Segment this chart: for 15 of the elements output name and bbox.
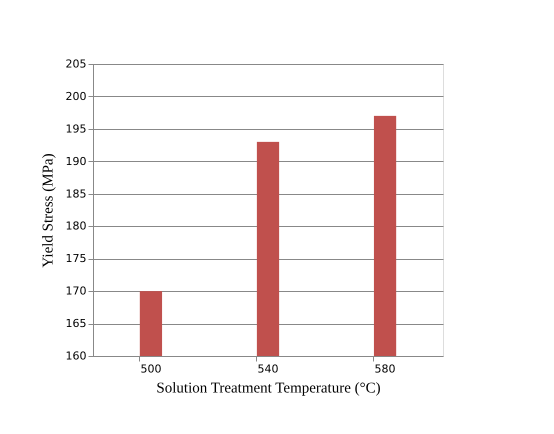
y-tick-label: 175 [66, 252, 86, 266]
x-tick-label: 500 [140, 362, 162, 376]
y-axis-title: Yield Stress (MPa) [40, 153, 57, 268]
y-tick-label: 205 [66, 58, 86, 70]
y-tick-label: 190 [66, 154, 86, 168]
y-tick-label: 165 [66, 317, 86, 330]
y-tick-label: 195 [66, 122, 86, 136]
x-axis-title: Solution Treatment Temperature (°C) [156, 380, 381, 396]
y-tick-label: 200 [66, 90, 86, 103]
x-tick-label: 580 [374, 362, 396, 376]
y-tick-label: 180 [66, 220, 86, 233]
y-tick-label: 160 [66, 350, 86, 362]
x-tick-label: 540 [258, 362, 278, 376]
y-tick-label: 170 [66, 284, 86, 298]
y-tick-label: 185 [66, 187, 86, 200]
